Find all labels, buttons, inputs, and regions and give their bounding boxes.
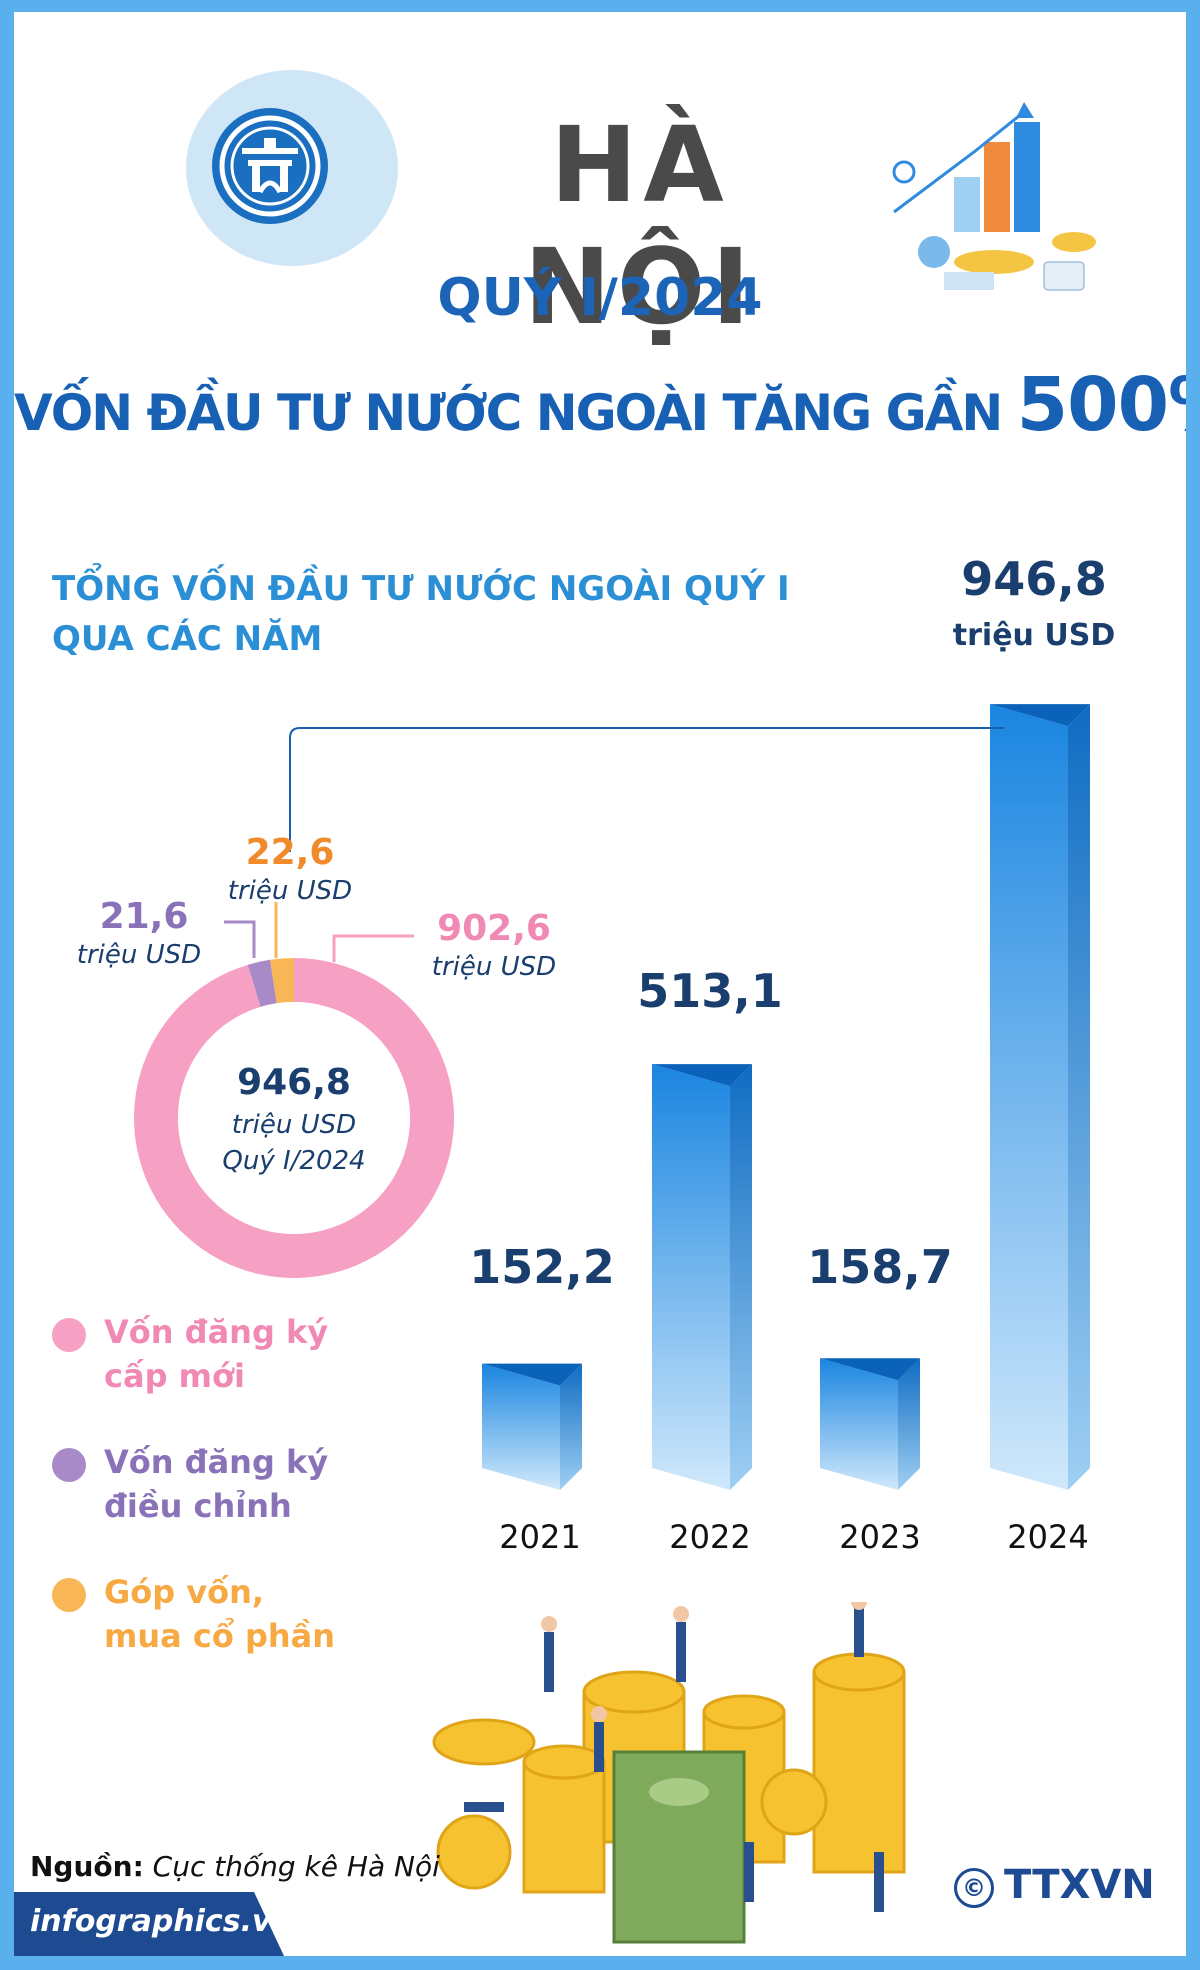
- legend-dot-purple: [52, 1448, 86, 1482]
- bar-2024: [990, 704, 1090, 1490]
- slice-label-adjusted-capital: 21,6: [99, 896, 189, 937]
- slice-unit-new-registered: triệu USD: [431, 952, 557, 982]
- legend-label: Vốn đăng ký: [104, 1313, 329, 1351]
- headline: VỐN ĐẦU TƯ NƯỚC NGOÀI TĂNG GẦN 500%: [14, 362, 1186, 448]
- business-analytics-illustration: [892, 102, 1096, 291]
- legend-new-registered: Vốn đăng ký cấp mới: [52, 1310, 352, 1406]
- legend-label: cấp mới: [104, 1357, 245, 1395]
- chart-title-line-1: TỔNG VỐN ĐẦU TƯ NƯỚC NGOÀI QUÝ I: [52, 569, 790, 609]
- year-2022: 2022: [669, 1518, 751, 1556]
- bar-label-2022: 513,1: [637, 964, 783, 1018]
- donut-center-unit: triệu USD: [231, 1110, 357, 1140]
- slice-unit-capital-contribution: triệu USD: [227, 876, 353, 906]
- slice-label-new-registered: 902,6: [437, 908, 551, 949]
- bar-label-2021: 152,2: [469, 1240, 615, 1294]
- slice-unit-adjusted-capital: triệu USD: [76, 940, 202, 970]
- copyright-icon: ©: [954, 1868, 994, 1908]
- site-link[interactable]: infographics.vn: [30, 1904, 293, 1939]
- bar-2021: [482, 1363, 582, 1490]
- source-label: Nguồn:: [30, 1850, 144, 1883]
- donut-slice-1: [247, 959, 277, 1007]
- legend-capital-contribution: Góp vốn, mua cổ phần: [52, 1570, 352, 1666]
- infographic-page: HÀ NỘI QUÝ I/2024 VỐN ĐẦU TƯ NƯỚC NGOÀI …: [14, 12, 1186, 1956]
- coins-money-illustration: [432, 1602, 906, 1944]
- legend-label: điều chỉnh: [104, 1487, 292, 1525]
- source-text: Cục thống kê Hà Nội: [143, 1850, 440, 1883]
- legend-adjusted-capital: Vốn đăng ký điều chỉnh: [52, 1440, 352, 1536]
- headline-text: VỐN ĐẦU TƯ NƯỚC NGOÀI TĂNG GẦN: [14, 384, 1003, 442]
- bar-label-2023: 158,7: [807, 1240, 953, 1294]
- brand-logo: TTXVN: [1004, 1862, 1155, 1908]
- slice-label-capital-contribution: 22,6: [245, 832, 335, 873]
- year-2021: 2021: [499, 1518, 581, 1556]
- leader-line-purple: [224, 920, 256, 958]
- page-title: HÀ NỘI: [523, 104, 757, 348]
- year-2023: 2023: [839, 1518, 921, 1556]
- legend-dot-pink: [52, 1318, 86, 1352]
- site-banner: [14, 1892, 284, 1956]
- connector-line: [289, 727, 1004, 852]
- legend-label: mua cổ phần: [104, 1617, 336, 1655]
- leader-line-pink: [332, 934, 414, 962]
- investment-chart: [134, 704, 1090, 1490]
- chart-title: TỔNG VỐN ĐẦU TƯ NƯỚC NGOÀI QUÝ I QUA CÁC…: [52, 564, 812, 664]
- legend-label: Góp vốn,: [104, 1573, 265, 1611]
- quarter-subtitle: QUÝ I/2024: [437, 268, 763, 328]
- hanoi-emblem-icon: [212, 108, 328, 224]
- donut-slice-2: [270, 958, 294, 1004]
- donut-hole: [178, 1002, 410, 1234]
- source-note: Nguồn: Cục thống kê Hà Nội: [30, 1850, 440, 1883]
- bar-2022: [652, 1064, 752, 1490]
- headline-percent: 500%: [1016, 362, 1186, 448]
- chart-title-line-2: QUA CÁC NĂM: [52, 619, 323, 659]
- donut-center-value: 946,8: [237, 1062, 351, 1103]
- year-2024: 2024: [1007, 1518, 1089, 1556]
- bar-2023: [820, 1358, 920, 1490]
- legend-label: Vốn đăng ký: [104, 1443, 329, 1481]
- bar-label-2024: 946,8: [961, 552, 1107, 606]
- bar-unit-2024: triệu USD: [952, 618, 1116, 653]
- legend-dot-orange: [52, 1578, 86, 1612]
- donut-center-period: Quý I/2024: [222, 1146, 366, 1176]
